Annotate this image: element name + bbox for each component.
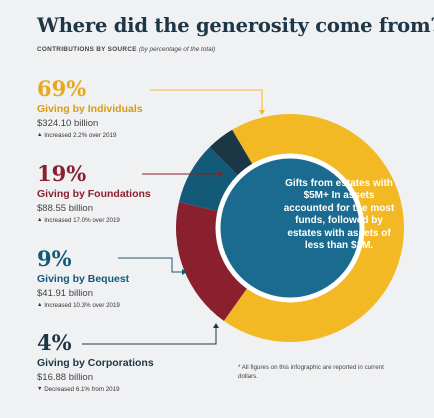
pct-foundations: 19% bbox=[37, 161, 87, 186]
change-individuals: ▲ Increased 2.2% over 2019 bbox=[37, 132, 143, 139]
category-individuals: 69% Giving by Individuals $324.10 billio… bbox=[37, 76, 143, 140]
change-text-individuals: Increased 2.2% over 2019 bbox=[44, 132, 117, 139]
leader-line-individuals bbox=[150, 89, 263, 110]
chart-title: Where did the generosity come from?* bbox=[37, 14, 434, 37]
increase-arrow-icon: ▲ bbox=[37, 302, 43, 308]
arrowhead-individuals bbox=[259, 110, 265, 115]
chart-subtitle: CONTRIBUTIONS BY SOURCE (by percentage o… bbox=[37, 46, 215, 53]
increase-arrow-icon: ▲ bbox=[37, 132, 43, 138]
category-bequest: 9% Giving by Bequest $41.91 billion ▲ In… bbox=[37, 246, 130, 310]
category-corporations: 4% Giving by Corporations $16.88 billion… bbox=[37, 330, 154, 394]
category-foundations: 19% Giving by Foundations $88.55 billion… bbox=[37, 161, 151, 225]
increase-arrow-icon: ▲ bbox=[37, 217, 43, 223]
change-corporations: ▼ Decreased 6.1% from 2019 bbox=[37, 386, 154, 393]
subtitle-note: (by percentage of the total) bbox=[138, 46, 216, 53]
change-text-foundations: Increased 17.0% over 2019 bbox=[44, 217, 120, 224]
amount-corporations: $16.88 billion bbox=[37, 372, 93, 383]
amount-bequest: $41.91 billion bbox=[37, 288, 93, 299]
change-text-corporations: Decreased 6.1% from 2019 bbox=[44, 386, 120, 393]
leader-line-corporations bbox=[82, 328, 217, 345]
arrowhead-bequest bbox=[182, 269, 187, 275]
pct-corporations: 4% bbox=[37, 330, 72, 355]
leader-lines bbox=[82, 89, 265, 345]
callout-text: Gifts from estates with $5M+ In assets a… bbox=[283, 178, 395, 252]
decrease-arrow-icon: ▼ bbox=[37, 386, 43, 392]
label-bequest: Giving by Bequest bbox=[37, 273, 130, 285]
subtitle-text: CONTRIBUTIONS BY SOURCE bbox=[37, 46, 137, 53]
footnote: * All figures on this infographic are re… bbox=[238, 364, 384, 380]
amount-foundations: $88.55 billion bbox=[37, 203, 93, 214]
amount-individuals: $324.10 billion bbox=[37, 118, 99, 129]
leader-line-bequest bbox=[118, 257, 182, 273]
arrowhead-corporations bbox=[213, 323, 219, 328]
title-text: Where did the generosity come from? bbox=[37, 14, 434, 37]
arrowhead-foundations bbox=[218, 171, 223, 177]
change-bequest: ▲ Increased 10.3% over 2019 bbox=[37, 302, 129, 309]
callout-circle bbox=[215, 153, 365, 303]
change-text-bequest: Increased 10.3% over 2019 bbox=[44, 302, 120, 309]
pct-individuals: 69% bbox=[37, 76, 87, 101]
pct-bequest: 9% bbox=[37, 246, 72, 271]
label-foundations: Giving by Foundations bbox=[37, 188, 151, 200]
label-individuals: Giving by Individuals bbox=[37, 103, 143, 115]
change-foundations: ▲ Increased 17.0% over 2019 bbox=[37, 217, 151, 224]
label-corporations: Giving by Corporations bbox=[37, 357, 154, 369]
